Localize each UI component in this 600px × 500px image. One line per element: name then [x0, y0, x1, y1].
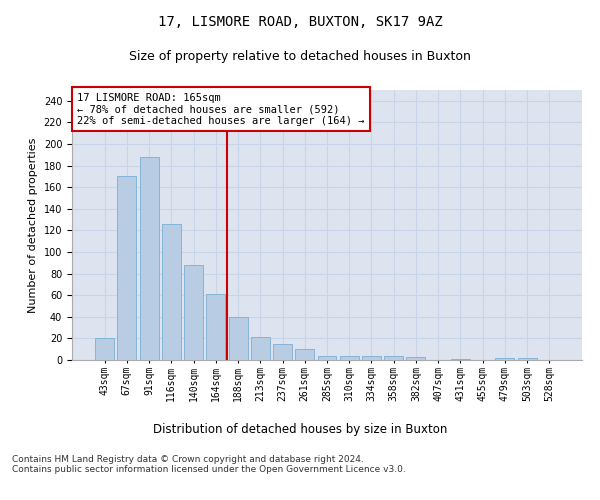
- Bar: [317, 356, 337, 360]
- Bar: [406, 357, 425, 360]
- Bar: [340, 356, 359, 360]
- Bar: [95, 338, 114, 360]
- Bar: [162, 224, 181, 360]
- Bar: [295, 349, 314, 360]
- Bar: [384, 356, 403, 360]
- Text: Distribution of detached houses by size in Buxton: Distribution of detached houses by size …: [153, 422, 447, 436]
- Text: Contains HM Land Registry data © Crown copyright and database right 2024.
Contai: Contains HM Land Registry data © Crown c…: [12, 455, 406, 474]
- Text: Size of property relative to detached houses in Buxton: Size of property relative to detached ho…: [129, 50, 471, 63]
- Bar: [206, 294, 225, 360]
- Bar: [140, 157, 158, 360]
- Bar: [273, 344, 292, 360]
- Y-axis label: Number of detached properties: Number of detached properties: [28, 138, 38, 312]
- Bar: [496, 358, 514, 360]
- Bar: [518, 358, 536, 360]
- Bar: [362, 356, 381, 360]
- Bar: [229, 317, 248, 360]
- Text: 17 LISMORE ROAD: 165sqm
← 78% of detached houses are smaller (592)
22% of semi-d: 17 LISMORE ROAD: 165sqm ← 78% of detache…: [77, 92, 365, 126]
- Bar: [118, 176, 136, 360]
- Bar: [251, 338, 270, 360]
- Bar: [184, 265, 203, 360]
- Text: 17, LISMORE ROAD, BUXTON, SK17 9AZ: 17, LISMORE ROAD, BUXTON, SK17 9AZ: [158, 15, 442, 29]
- Bar: [451, 359, 470, 360]
